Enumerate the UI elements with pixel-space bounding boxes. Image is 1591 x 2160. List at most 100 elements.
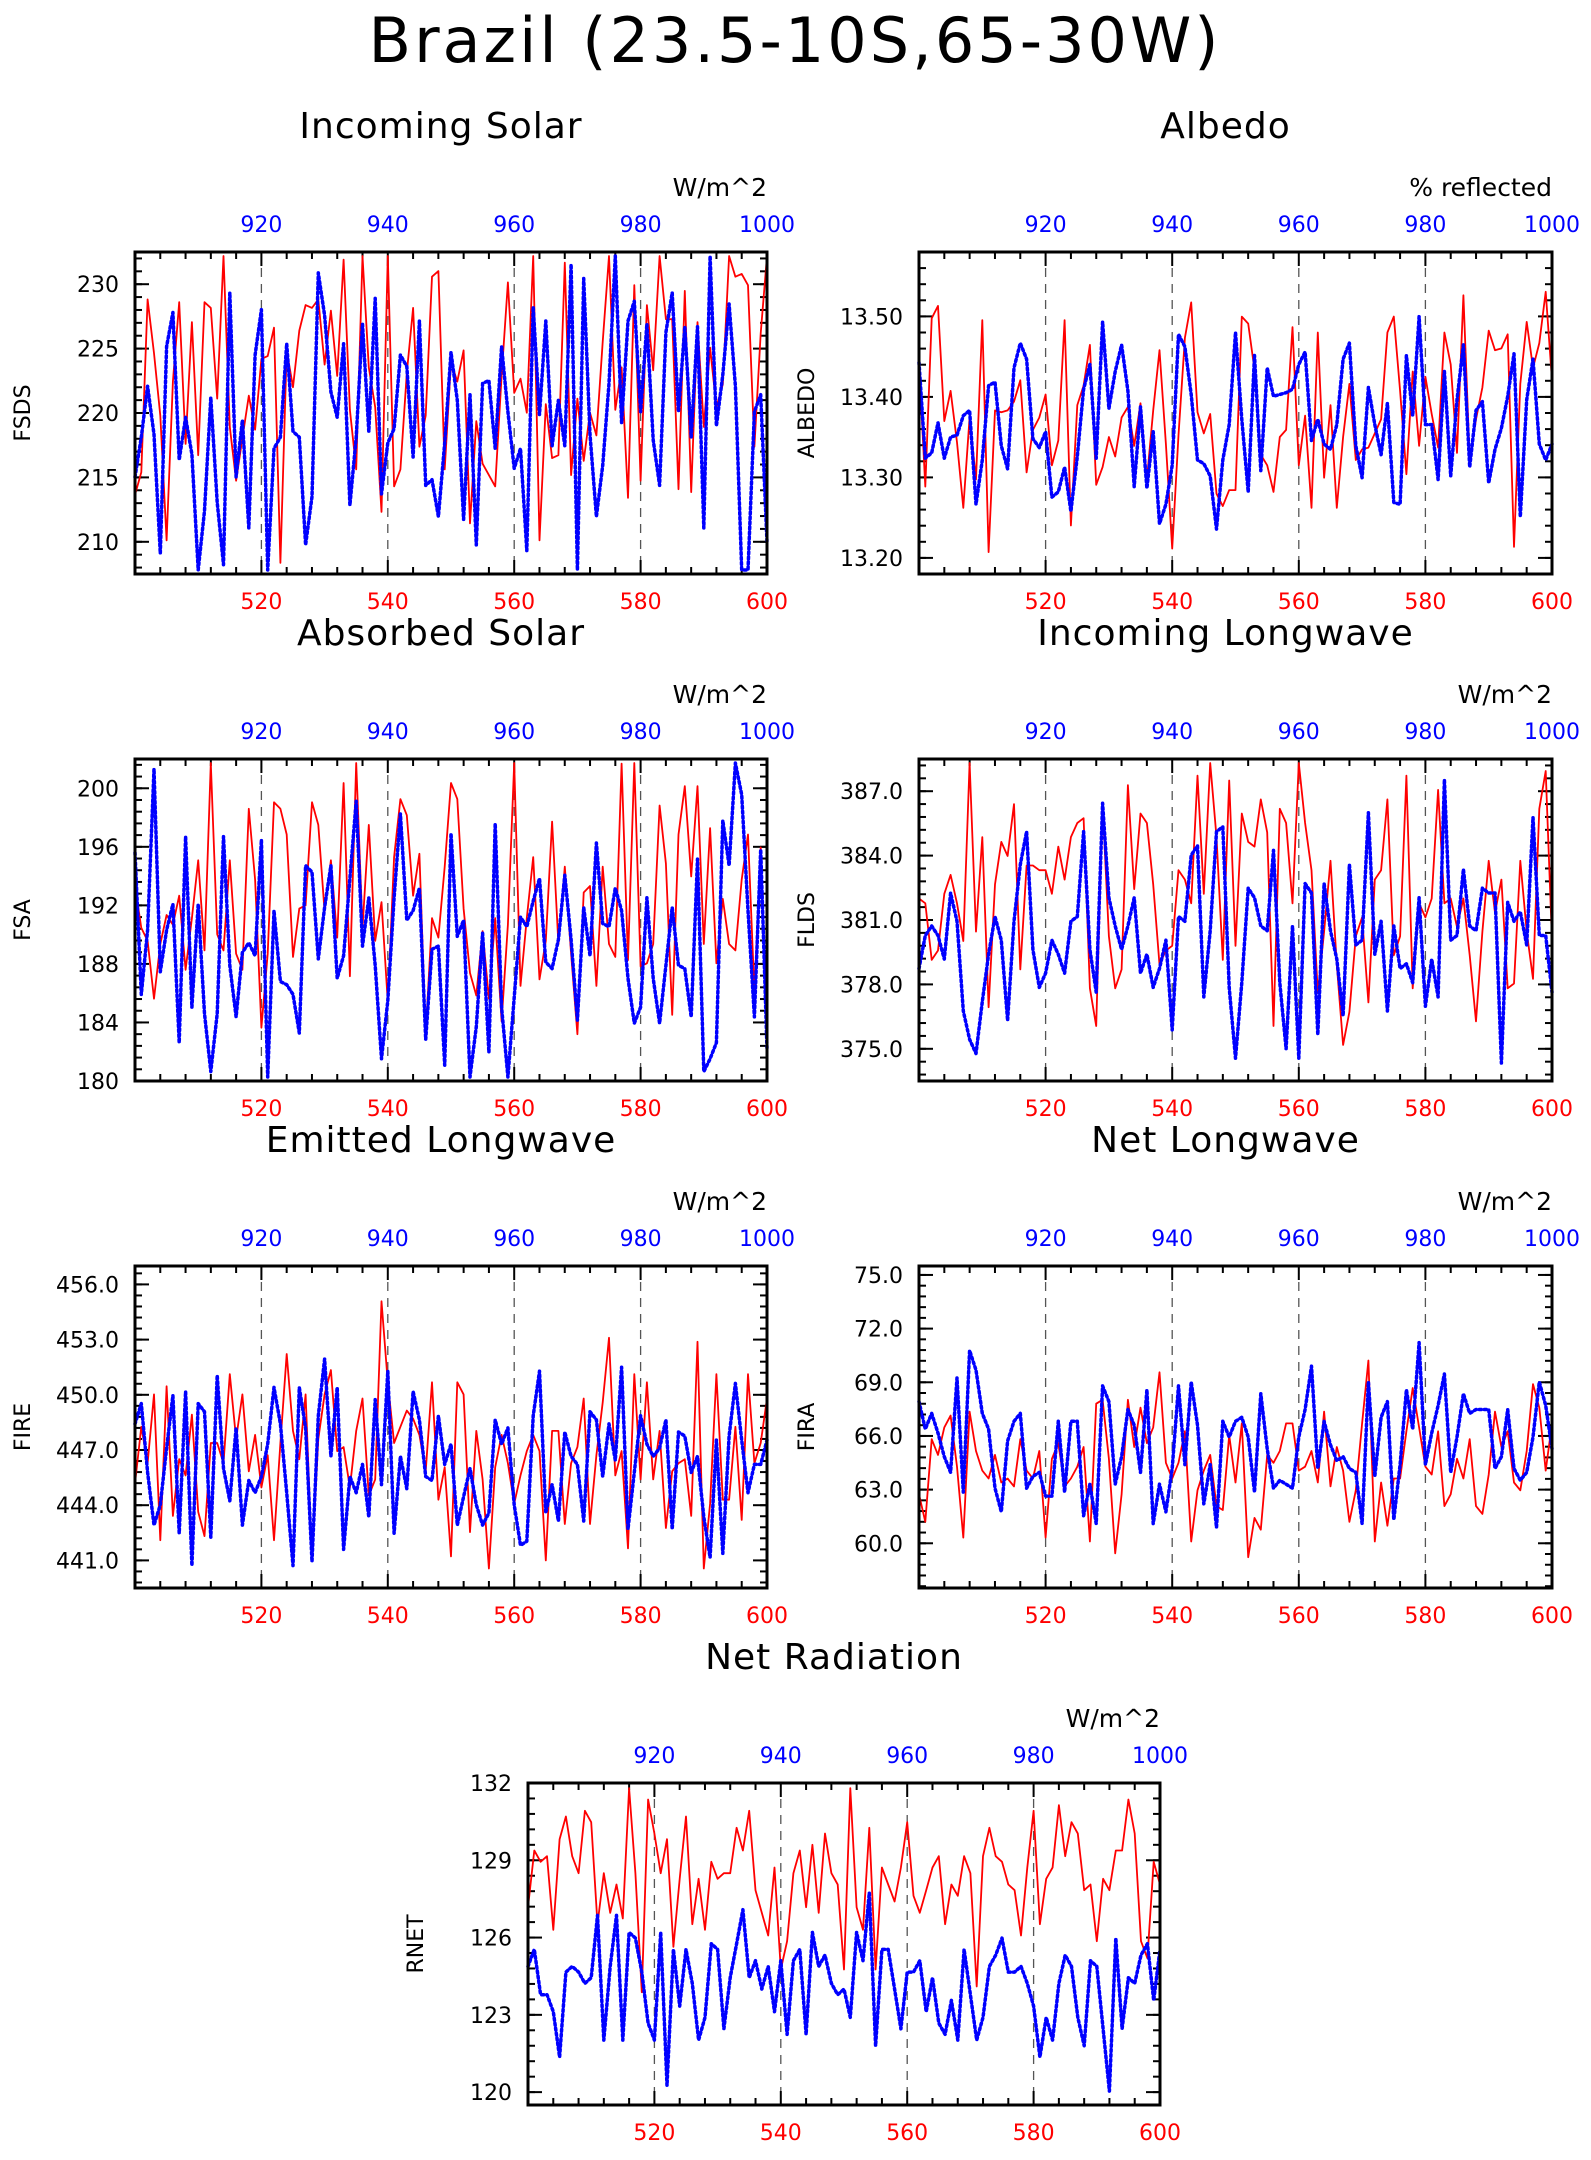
x-tick-label-top: 920 (1025, 1227, 1067, 1252)
plot-frame (917, 1264, 1554, 1590)
y-tick-label: 120 (470, 2081, 512, 2106)
x-tick-label-bottom: 600 (1531, 1097, 1573, 1122)
y-tick-label: 60.0 (854, 1532, 903, 1557)
plot-frame (917, 757, 1554, 1083)
x-tick-label-bottom: 580 (620, 1604, 662, 1629)
x-tick-label-top: 1000 (739, 720, 795, 745)
y-tick-label: 444.0 (56, 1494, 119, 1519)
x-tick-label-bottom: 560 (493, 1097, 535, 1122)
y-tick-label: 180 (77, 1070, 119, 1095)
y-tick-label: 210 (77, 531, 119, 556)
y-tick-label: 69.0 (854, 1371, 903, 1396)
x-tick-label-top: 940 (367, 720, 409, 745)
y-tick-label: 13.40 (840, 386, 903, 411)
x-tick-label-bottom: 600 (1139, 2121, 1181, 2146)
x-tick-label-top: 940 (1151, 213, 1193, 238)
series-line-blue (917, 1340, 1554, 1530)
series-line-red (918, 1359, 1553, 1559)
y-axis-label: FIRA (795, 1403, 820, 1452)
x-tick-label-bottom: 580 (1404, 590, 1446, 615)
x-tick-label-bottom: 600 (746, 1604, 788, 1629)
x-tick-label-top: 940 (760, 1744, 802, 1769)
y-tick-label: 441.0 (56, 1549, 119, 1574)
x-tick-label-top: 940 (367, 1227, 409, 1252)
y-axis-label: FSA (11, 899, 36, 941)
series-line-red (527, 1787, 1161, 1994)
x-tick-label-bottom: 540 (760, 2121, 802, 2146)
panel-title: Albedo (1160, 106, 1291, 147)
x-tick-label-bottom: 540 (1151, 590, 1193, 615)
panel-title: Absorbed Solar (297, 613, 585, 654)
series-line-blue (133, 1357, 769, 1568)
y-tick-label: 447.0 (56, 1439, 119, 1464)
y-axis-label: ALBEDO (795, 368, 820, 459)
x-tick-label-bottom: 560 (493, 590, 535, 615)
x-tick-label-top: 920 (240, 1227, 282, 1252)
y-tick-label: 123 (470, 2004, 512, 2029)
x-tick-label-bottom: 520 (1025, 1604, 1067, 1629)
x-tick-label-bottom: 540 (367, 590, 409, 615)
y-tick-label: 188 (77, 953, 119, 978)
y-tick-label: 126 (470, 1927, 512, 1952)
plot-frame (917, 250, 1554, 576)
x-tick-label-top: 920 (240, 213, 282, 238)
y-tick-label: 184 (77, 1011, 119, 1036)
x-tick-label-bottom: 540 (367, 1097, 409, 1122)
x-tick-label-top: 960 (886, 1744, 928, 1769)
panel-title: Incoming Solar (299, 106, 582, 147)
plot-frame (526, 1781, 1162, 2107)
plot-frame (133, 757, 769, 1083)
panel-albedo: Albedo % reflected ALBEDO 520 540 560 580 600 92… (795, 106, 1580, 615)
y-tick-label: 192 (77, 894, 119, 919)
x-tick-label-bottom: 580 (620, 590, 662, 615)
y-tick-label: 13.50 (840, 305, 903, 330)
y-tick-label: 63.0 (854, 1479, 903, 1504)
panel-title: Net Longwave (1091, 1120, 1360, 1161)
x-tick-label-top: 920 (240, 720, 282, 745)
x-tick-label-bottom: 540 (367, 1604, 409, 1629)
panel-title: Incoming Longwave (1037, 613, 1414, 654)
x-tick-label-top: 960 (1278, 720, 1320, 745)
x-tick-label-top: 1000 (739, 1227, 795, 1252)
x-tick-label-bottom: 600 (746, 1097, 788, 1122)
x-tick-label-top: 980 (620, 213, 662, 238)
y-tick-label: 129 (470, 1849, 512, 1874)
x-tick-label-bottom: 560 (1278, 1097, 1320, 1122)
y-tick-label: 230 (77, 273, 119, 298)
series-line-red (918, 290, 1553, 553)
x-tick-label-bottom: 600 (746, 590, 788, 615)
y-tick-label: 375.0 (840, 1038, 903, 1063)
x-tick-label-bottom: 520 (240, 1097, 282, 1122)
panel-fsa: Absorbed Solar W/m^2 FSA 520 540 560 580 600 920… (11, 613, 795, 1122)
units-label: W/m^2 (1458, 680, 1552, 709)
x-tick-label-top: 1000 (1132, 1744, 1188, 1769)
y-tick-label: 66.0 (854, 1425, 903, 1450)
x-tick-label-bottom: 560 (1278, 1604, 1320, 1629)
x-tick-label-top: 980 (1404, 720, 1446, 745)
panel-fira: Net Longwave W/m^2 FIRA 520 540 560 580 600 920 9… (795, 1120, 1580, 1629)
x-tick-label-top: 1000 (739, 213, 795, 238)
x-tick-label-top: 920 (1025, 720, 1067, 745)
y-tick-label: 132 (470, 1772, 512, 1797)
y-tick-label: 450.0 (56, 1384, 119, 1409)
plot-frame (133, 250, 769, 576)
y-tick-label: 72.0 (854, 1318, 903, 1343)
y-tick-label: 456.0 (56, 1273, 119, 1298)
x-tick-label-bottom: 580 (1404, 1097, 1446, 1122)
x-tick-label-top: 960 (493, 720, 535, 745)
series-line-red (134, 1300, 768, 1570)
x-tick-label-bottom: 520 (240, 590, 282, 615)
y-tick-label: 225 (77, 338, 119, 363)
x-tick-label-top: 940 (367, 213, 409, 238)
x-tick-label-top: 1000 (1524, 213, 1580, 238)
x-tick-label-bottom: 600 (1531, 1604, 1573, 1629)
x-tick-label-top: 980 (1013, 1744, 1055, 1769)
units-label: W/m^2 (1066, 1704, 1160, 1733)
panel-fire: Emitted Longwave W/m^2 FIRE 520 540 560 580 600… (11, 1120, 795, 1629)
series-line-blue (917, 314, 1554, 531)
panel-fsds: Incoming Solar W/m^2 FSDS 520 540 560 580 600 92… (11, 106, 795, 615)
y-axis-label: RNET (404, 1914, 429, 1974)
series-line-red (918, 762, 1553, 1046)
x-tick-label-bottom: 580 (620, 1097, 662, 1122)
x-tick-label-bottom: 520 (633, 2121, 675, 2146)
